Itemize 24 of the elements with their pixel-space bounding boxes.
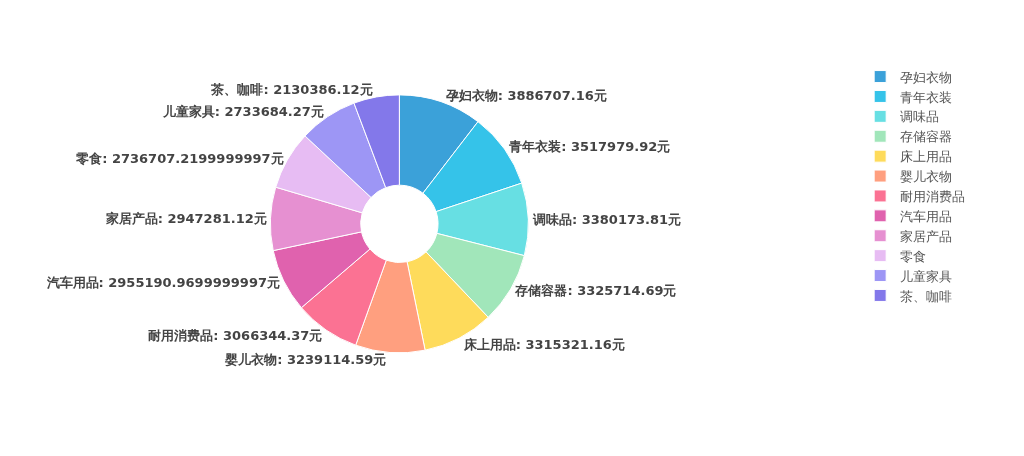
data-label: 调味品: 3380173.81元 (531, 211, 682, 227)
data-label: 床上用品: 3315321.16元 (462, 336, 625, 352)
data-label: 婴儿衣物: 3239114.59元 (224, 352, 387, 368)
data-label: 孕妇衣物: 3886707.16元 (444, 87, 607, 103)
data-label: 存储容器: 3325714.69元 (514, 283, 677, 299)
legend-label: 茶、咖啡 (900, 288, 953, 304)
legend-label: 汽车用品 (900, 208, 953, 224)
data-label: 零食: 2736707.2199999997元 (75, 150, 284, 166)
legend-label: 青年衣装 (900, 89, 953, 105)
data-label: 青年衣装: 3517979.92元 (508, 139, 671, 155)
data-label: 家居产品: 2947281.12元 (104, 211, 267, 227)
legend-label: 存储容器 (900, 129, 953, 145)
data-label: 耐用消费品: 3066344.37元 (148, 327, 323, 343)
data-label: 茶、咖啡: 2130386.12元 (210, 82, 373, 98)
legend-label: 婴儿衣物 (900, 169, 953, 185)
legend-label: 家居产品 (900, 228, 953, 244)
legend-label: 零食 (900, 248, 927, 264)
legend-label: 耐用消费品 (900, 189, 966, 205)
legend-label: 调味品 (900, 109, 940, 125)
legend-label: 孕妇衣物 (900, 69, 953, 85)
legend-label: 儿童家具 (900, 268, 953, 284)
legend-label: 床上用品 (900, 149, 953, 165)
data-label: 儿童家具: 2733684.27元 (161, 104, 324, 120)
data-label: 汽车用品: 2955190.9699999997元 (45, 274, 280, 290)
